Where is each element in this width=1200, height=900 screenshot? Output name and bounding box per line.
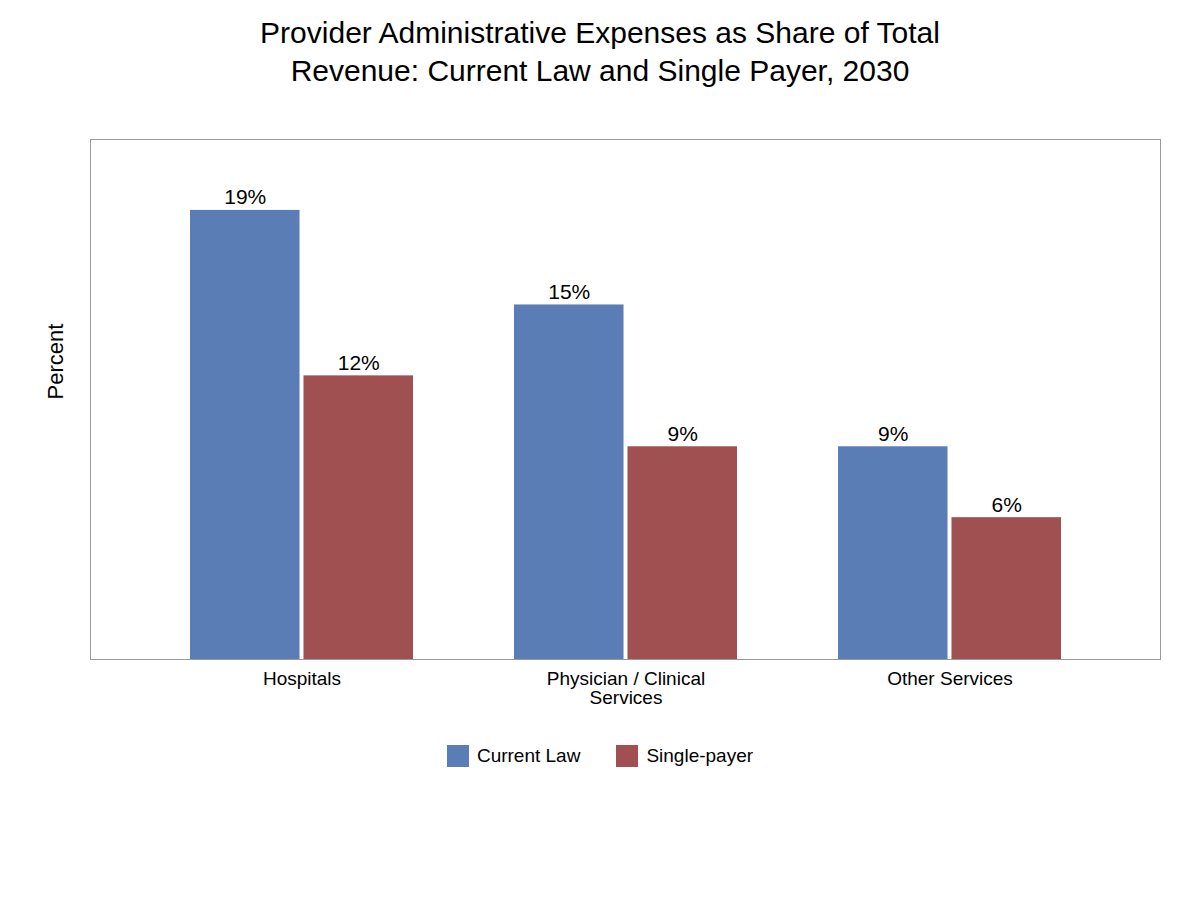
html-text:Single-payer: Single-payer [646, 745, 754, 766]
svg-text:6%: 6% [992, 493, 1022, 516]
svg-text:15%: 15% [548, 280, 590, 303]
svg-text:Other Services: Other Services [887, 668, 1013, 689]
html-text:Current Law: Current Law [476, 745, 581, 766]
svg-text:Physician / ClinicalServices: Physician / ClinicalServices [547, 668, 705, 708]
svg-text:9%: 9% [878, 422, 908, 445]
svg-text:Percent: Percent [43, 324, 68, 400]
svg-text:9%: 9% [668, 422, 698, 445]
html-text:Provider Administrative Expens: Provider Administrative Expenses as Shar… [260, 16, 940, 87]
svg-text:12%: 12% [338, 351, 380, 374]
svg-text:Hospitals: Hospitals [263, 668, 341, 689]
svg-text:19%: 19% [224, 185, 266, 208]
